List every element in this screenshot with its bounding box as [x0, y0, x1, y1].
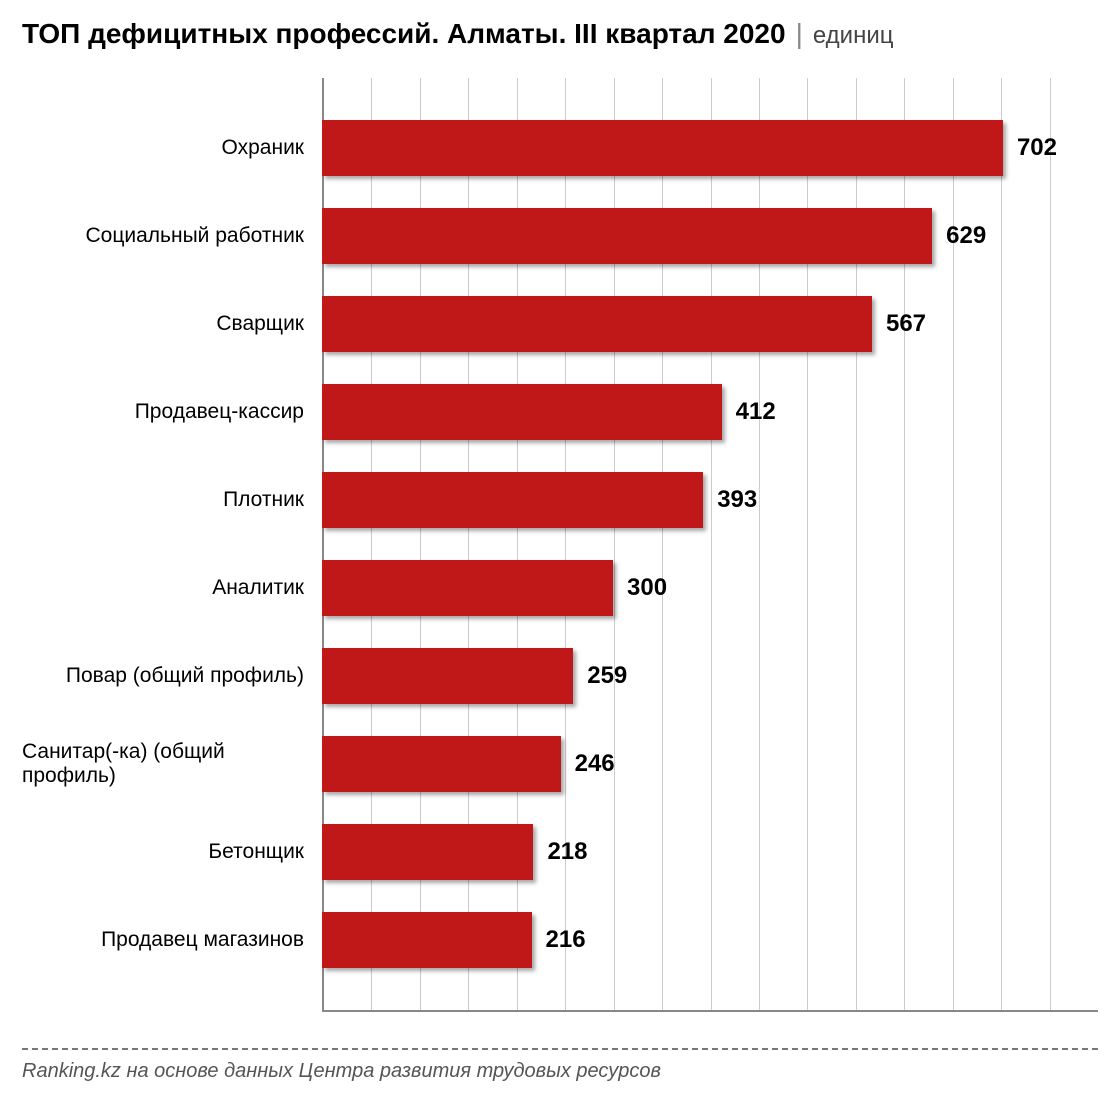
bar-value: 218 — [547, 838, 587, 866]
category-label: Продавец магазинов — [22, 896, 322, 984]
bar-value: 702 — [1017, 134, 1057, 162]
bar: 629 — [322, 208, 932, 264]
bar: 393 — [322, 472, 703, 528]
bar: 567 — [322, 296, 872, 352]
bar-value: 412 — [736, 398, 776, 426]
footer-divider — [22, 1048, 1098, 1050]
category-label: Социальный работник — [22, 192, 322, 280]
bar-row: 567 — [322, 280, 1098, 368]
bar-value: 567 — [886, 310, 926, 338]
category-label: Продавец-кассир — [22, 368, 322, 456]
plot-area: 702 629 567 412 393 300 259 246 218 216 — [322, 78, 1098, 1012]
category-label: Аналитик — [22, 544, 322, 632]
bar-value: 259 — [587, 662, 627, 690]
bar: 218 — [322, 824, 533, 880]
bar-row: 259 — [322, 632, 1098, 720]
bar: 412 — [322, 384, 722, 440]
bar: 259 — [322, 648, 573, 704]
category-label: Повар (общий профиль) — [22, 632, 322, 720]
bar-row: 246 — [322, 720, 1098, 808]
bar-value: 246 — [575, 750, 615, 778]
bar-row: 218 — [322, 808, 1098, 896]
bar-row: 300 — [322, 544, 1098, 632]
title-separator: | — [796, 18, 803, 50]
bar-row: 216 — [322, 896, 1098, 984]
y-axis-labels: ОхраникСоциальный работникСварщикПродаве… — [22, 78, 322, 1012]
category-label: Санитар(-ка) (общий профиль) — [22, 720, 322, 808]
category-label: Охраник — [22, 104, 322, 192]
bar-value: 393 — [717, 486, 757, 514]
bar-value: 300 — [627, 574, 667, 602]
footer-source: Ranking.kz на основе данных Центра разви… — [22, 1060, 1098, 1083]
bar: 300 — [322, 560, 613, 616]
bar: 702 — [322, 120, 1003, 176]
category-label: Бетонщик — [22, 808, 322, 896]
chart-title: ТОП дефицитных профессий. Алматы. III кв… — [22, 18, 1098, 50]
bars-container: 702 629 567 412 393 300 259 246 218 216 — [322, 78, 1098, 1010]
bar-chart: ОхраникСоциальный работникСварщикПродаве… — [22, 78, 1098, 1012]
category-label: Плотник — [22, 456, 322, 544]
bar-value: 629 — [946, 222, 986, 250]
title-main: ТОП дефицитных профессий. Алматы. III кв… — [22, 18, 786, 50]
bar-row: 702 — [322, 104, 1098, 192]
bar-value: 216 — [546, 926, 586, 954]
bar-row: 412 — [322, 368, 1098, 456]
bar: 246 — [322, 736, 561, 792]
bar-row: 629 — [322, 192, 1098, 280]
bar-row: 393 — [322, 456, 1098, 544]
bar: 216 — [322, 912, 532, 968]
category-label: Сварщик — [22, 280, 322, 368]
title-subtitle: единиц — [813, 22, 894, 50]
